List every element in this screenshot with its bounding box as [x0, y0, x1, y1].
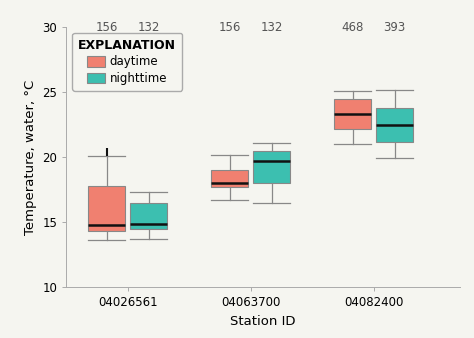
Text: 132: 132 — [261, 21, 283, 33]
Text: 132: 132 — [137, 21, 160, 33]
X-axis label: Station ID: Station ID — [230, 315, 296, 328]
Bar — [334, 99, 371, 128]
Text: 156: 156 — [96, 21, 118, 33]
Legend: daytime, nighttime: daytime, nighttime — [72, 33, 182, 91]
Text: 468: 468 — [342, 21, 364, 33]
Text: 393: 393 — [383, 21, 406, 33]
Y-axis label: Temperature, water, °C: Temperature, water, °C — [24, 79, 37, 235]
Text: 156: 156 — [219, 21, 241, 33]
Bar — [376, 108, 413, 142]
Bar — [130, 203, 167, 229]
Bar — [89, 186, 125, 231]
Bar — [211, 170, 248, 187]
Bar — [253, 151, 290, 183]
